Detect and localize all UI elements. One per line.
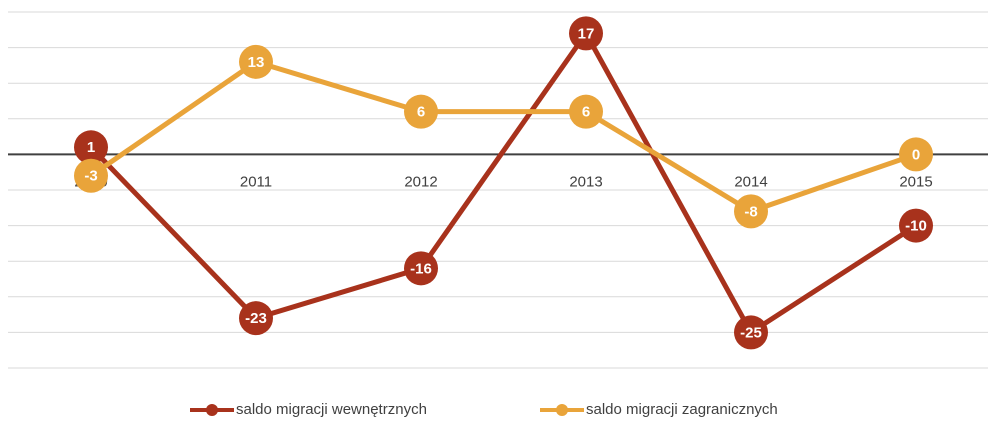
data-label: -3 [84, 168, 97, 185]
point-marker [734, 315, 768, 350]
data-label: -10 [905, 218, 927, 235]
legend-label: saldo migracji zagranicznych [586, 401, 778, 418]
point-marker [239, 44, 273, 79]
series-line [89, 59, 917, 215]
point-marker [239, 301, 273, 336]
data-label: 1 [87, 139, 95, 156]
point-marker [734, 194, 768, 229]
data-label: -23 [245, 310, 267, 327]
data-label: 13 [248, 54, 265, 71]
data-label: 0 [912, 146, 920, 163]
data-label: 6 [582, 104, 590, 121]
series-line [89, 28, 918, 336]
data-label: -16 [410, 260, 432, 277]
legend-label: saldo migracji wewnętrznych [236, 401, 427, 418]
data-label: 6 [417, 104, 425, 121]
data-label: 17 [578, 25, 595, 42]
data-label: -25 [740, 324, 762, 341]
point-marker [404, 251, 438, 286]
x-tick-label: 2012 [404, 173, 437, 190]
x-tick-label: 2013 [569, 173, 602, 190]
point-marker [74, 130, 108, 165]
point-marker [899, 208, 933, 243]
x-tick-label: 2015 [899, 173, 932, 190]
point-marker [569, 16, 603, 51]
point-marker [899, 137, 933, 172]
data-label: -8 [744, 203, 757, 220]
legend-marker [206, 404, 218, 416]
legend-marker [556, 404, 568, 416]
point-marker [74, 158, 108, 193]
point-marker [404, 94, 438, 129]
point-marker [569, 94, 603, 129]
x-tick-label: 2011 [240, 173, 272, 190]
x-tick-label: 2014 [734, 173, 767, 190]
